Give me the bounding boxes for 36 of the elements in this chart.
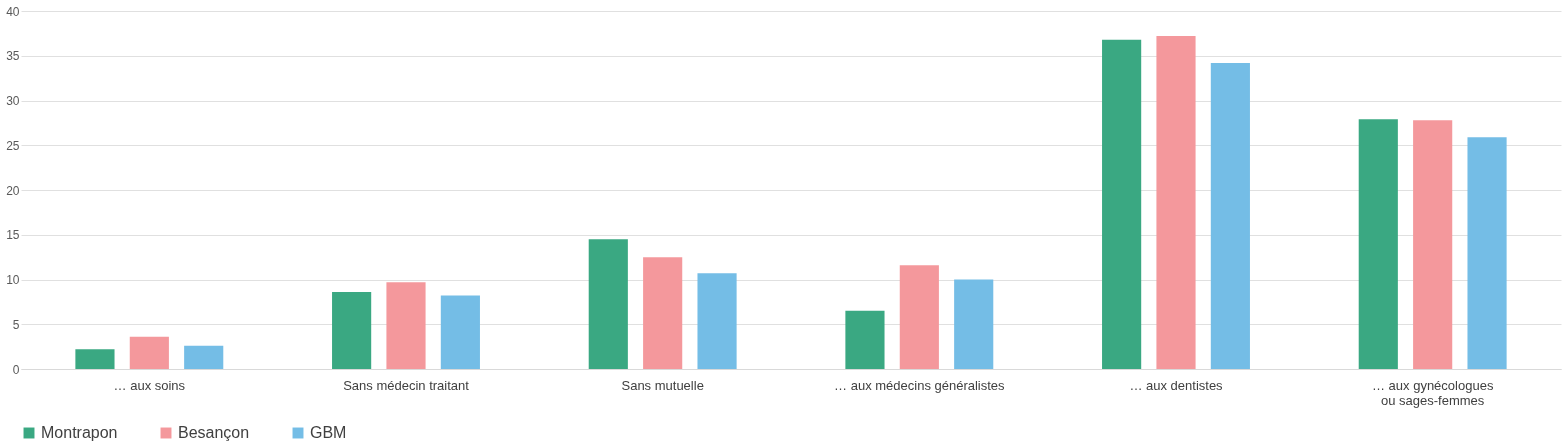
bar (845, 310, 885, 369)
bar (440, 295, 480, 369)
bar (332, 292, 372, 369)
bar (1467, 137, 1507, 369)
bar (129, 336, 169, 369)
legend-label: Montrapon (41, 424, 118, 441)
bar (899, 265, 939, 369)
y-tick-label: 10 (6, 273, 20, 287)
bar (1156, 36, 1196, 369)
legend-label: Besançon (178, 424, 250, 441)
x-tick-label: Sans médecin traitant (343, 377, 470, 393)
y-tick-label: 0 (12, 362, 20, 377)
x-tick-label: … aux gynécologues ou sages-femmes (1371, 377, 1494, 408)
bar (1413, 120, 1453, 369)
x-tick-label: … aux soins (113, 377, 186, 393)
bar (1210, 62, 1250, 369)
x-tick-label: Sans mutuelle (621, 377, 704, 393)
bar (588, 239, 628, 369)
y-tick-label: 30 (6, 94, 20, 108)
y-tick-label: 20 (6, 183, 20, 198)
bar (75, 349, 115, 369)
bar (1358, 119, 1398, 369)
x-tick-label: … aux médecins généralistes (834, 377, 1006, 393)
y-tick-label: 40 (6, 4, 20, 19)
bar (386, 282, 426, 369)
x-tick-label: … aux dentistes (1129, 377, 1224, 393)
y-tick-label: 5 (12, 317, 20, 332)
bar (643, 257, 683, 369)
y-tick-label: 15 (6, 228, 20, 243)
bar (697, 273, 737, 369)
bar (184, 345, 224, 369)
bar (954, 279, 994, 369)
legend-label: GBM (310, 424, 347, 441)
y-tick-label: 35 (6, 49, 20, 64)
bar (1102, 39, 1142, 369)
y-tick-label: 25 (6, 138, 20, 153)
